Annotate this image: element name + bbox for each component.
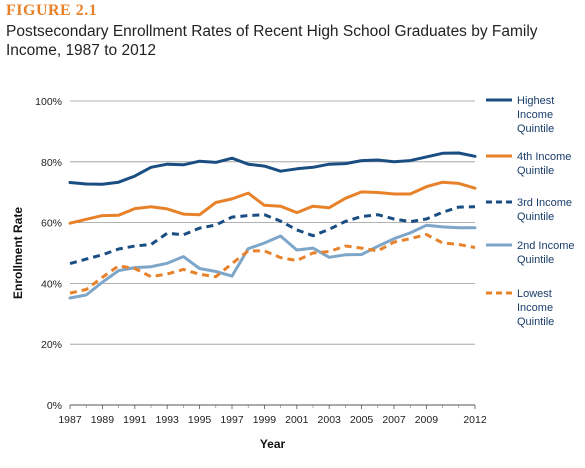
x-tick-label: 1987 <box>58 414 82 426</box>
x-tick-label: 1995 <box>188 414 212 426</box>
legend-label: Quintile <box>517 123 554 135</box>
legend-label: Income <box>517 109 553 121</box>
x-tick-label: 2003 <box>318 414 342 426</box>
legend-label: 4th Income <box>517 151 571 163</box>
x-tick-label: 1993 <box>156 414 180 426</box>
legend-label: Quintile <box>517 316 554 328</box>
y-tick-label: 20% <box>41 339 62 351</box>
legend-label: Income <box>517 302 553 314</box>
x-tick-label: 2005 <box>350 414 374 426</box>
y-tick-label: 0% <box>47 400 62 412</box>
x-tick-label: 2001 <box>285 414 309 426</box>
legend-label: Lowest <box>517 288 552 300</box>
y-axis-title: Enrollment Rate <box>11 207 25 299</box>
y-tick-label: 100% <box>35 96 62 108</box>
y-tick-label: 80% <box>41 157 62 169</box>
x-tick-label: 1989 <box>91 414 115 426</box>
series-line <box>69 205 476 266</box>
y-tick-label: 60% <box>41 218 62 230</box>
series-line <box>68 151 477 186</box>
x-tick-label: 2012 <box>463 414 487 426</box>
legend-label: Quintile <box>517 254 554 266</box>
y-tick-label: 40% <box>41 278 62 290</box>
series-line <box>68 180 477 225</box>
x-tick-label: 2009 <box>415 414 439 426</box>
x-tick-label: 1991 <box>123 414 147 426</box>
x-tick-label: 2007 <box>382 414 406 426</box>
figure-label: FIGURE 2.1 <box>6 2 98 19</box>
legend-label: Quintile <box>517 211 554 223</box>
legend-label: Quintile <box>517 165 554 177</box>
chart-title: Postsecondary Enrollment Rates of Recent… <box>6 23 538 59</box>
series-line <box>69 233 476 295</box>
x-axis-title: Year <box>260 437 286 451</box>
series-line <box>68 223 477 300</box>
legend-label: 3rd Income <box>517 197 572 209</box>
legend-label: Highest <box>517 95 554 107</box>
legend-label: 2nd Income <box>517 240 574 252</box>
x-tick-label: 1999 <box>253 414 277 426</box>
x-tick-label: 1997 <box>220 414 244 426</box>
